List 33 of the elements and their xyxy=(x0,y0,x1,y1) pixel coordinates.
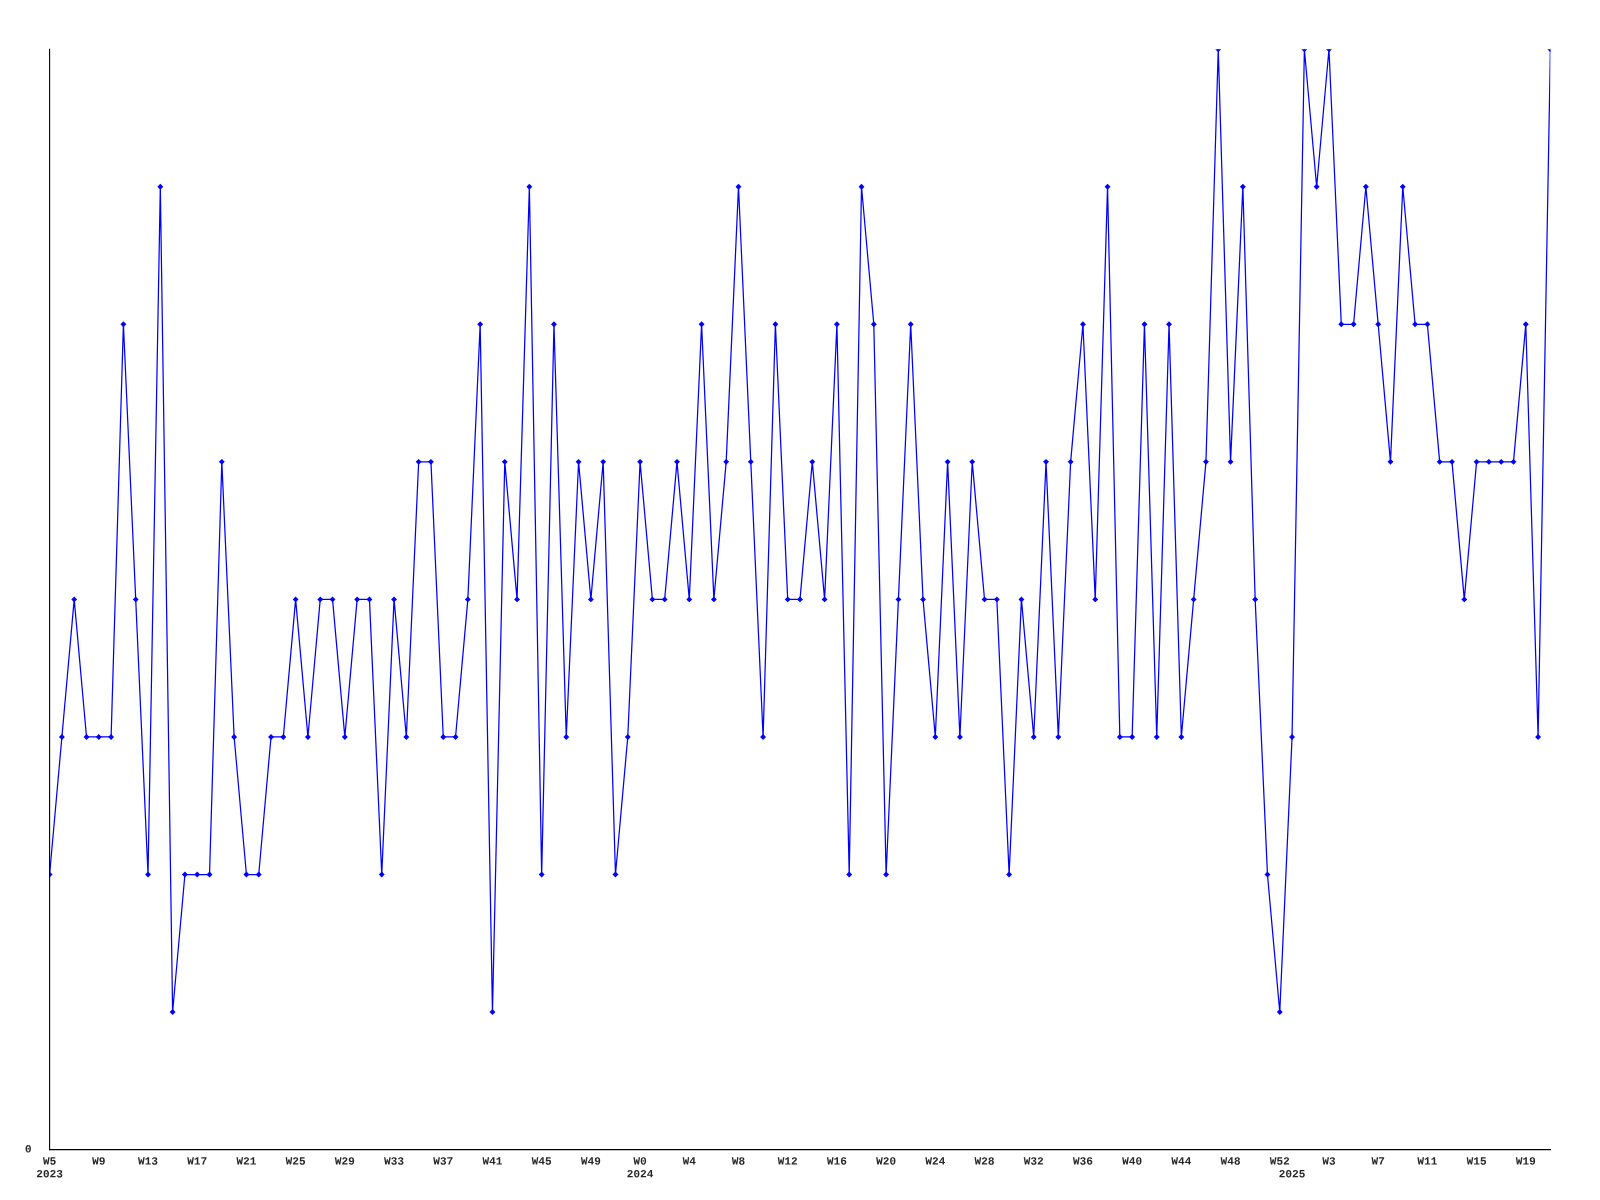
text: 0 xyxy=(25,1145,31,1153)
x-tick-label: W3 xyxy=(1322,1157,1336,1165)
x-tick-label: W0 2024 xyxy=(627,1157,654,1178)
x-tick-label: W7 xyxy=(1371,1157,1385,1165)
x-tick-label: W45 xyxy=(531,1157,552,1165)
x-tick-label: W52 xyxy=(1269,1157,1290,1165)
x-tick-label: W49 xyxy=(580,1157,601,1165)
x-tick-label: W5 2023 xyxy=(36,1157,63,1178)
x-tick-label: W16 xyxy=(826,1157,847,1165)
x-tick-label: W33 xyxy=(384,1157,404,1165)
x-tick-label: W40 xyxy=(1122,1157,1142,1165)
x-tick-label: W25 xyxy=(285,1157,306,1165)
x-tick-label: W20 xyxy=(876,1157,896,1165)
x-tick-label: W13 xyxy=(138,1157,158,1165)
x-tick-label: W12 xyxy=(777,1157,798,1165)
x-tick-label: W36 xyxy=(1072,1157,1093,1165)
x-tick-label: W48 xyxy=(1220,1157,1240,1165)
x-tick-label: W8 xyxy=(731,1157,745,1165)
x-tick-label: W19 xyxy=(1515,1157,1536,1165)
x-tick-label: W21 xyxy=(236,1157,256,1165)
x-tick-label: W17 xyxy=(187,1157,207,1165)
x-tick-label: W44 xyxy=(1171,1157,1192,1165)
x-tick-label: W9 xyxy=(92,1157,105,1165)
x-tick-label: W37 xyxy=(433,1157,453,1165)
x-tick-label: W29 xyxy=(334,1157,355,1165)
x-tick-label: W4 xyxy=(682,1157,696,1165)
x-tick-label: W41 xyxy=(482,1157,502,1165)
x-tick-label: W11 xyxy=(1417,1157,1437,1165)
x-tick-label: W32 xyxy=(1023,1157,1044,1165)
x-tick-label: W28 xyxy=(974,1157,994,1165)
x-tick-label: W24 xyxy=(925,1157,945,1165)
x-tick-label: 2025 xyxy=(1279,1169,1305,1178)
x-tick-label: W15 xyxy=(1466,1157,1487,1165)
